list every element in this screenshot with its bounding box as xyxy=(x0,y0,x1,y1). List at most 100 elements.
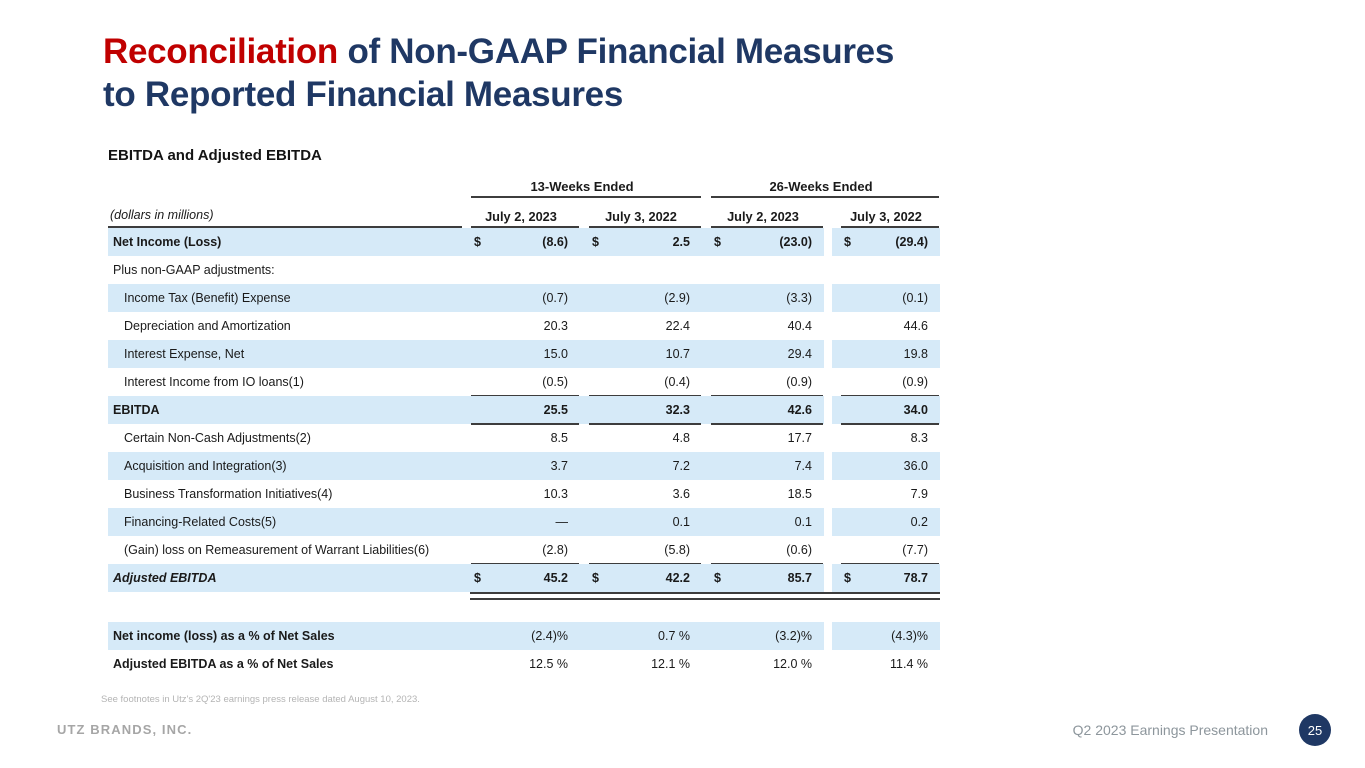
table-row: Adjusted EBITDA as a % of Net Sales 12.5… xyxy=(108,650,940,678)
row-label: Net Income (Loss) xyxy=(108,228,462,256)
row-value: (5.8) xyxy=(580,536,702,565)
row-value: (2.8) xyxy=(462,536,580,565)
footer-company: UTZ BRANDS, INC. xyxy=(57,722,193,737)
value-number: 12.0 % xyxy=(773,657,812,671)
value-number: 7.4 xyxy=(794,459,812,473)
value-number: 78.7 xyxy=(903,571,928,585)
row-value: 12.1 % xyxy=(580,650,702,678)
value-number: 15.0 xyxy=(543,347,568,361)
row-label: Certain Non-Cash Adjustments(2) xyxy=(124,431,311,445)
column-gap xyxy=(824,424,832,452)
value-number: (0.4) xyxy=(664,375,690,389)
table-row: Adjusted EBITDA $45.2 $42.2 $85.7 $78.7 xyxy=(108,564,940,600)
row-value: 7.2 xyxy=(580,452,702,480)
page-title: Reconciliation of Non-GAAP Financial Mea… xyxy=(103,30,1103,116)
value-number: 12.5 % xyxy=(529,657,568,671)
value-number: 12.1 % xyxy=(651,657,690,671)
value-number: 2.5 xyxy=(672,235,690,249)
row-value: 40.4 xyxy=(702,312,824,340)
title-highlight: Reconciliation xyxy=(103,32,339,71)
row-value: 7.4 xyxy=(702,452,824,480)
value-number: 0.7 % xyxy=(658,629,690,643)
value-number: (0.9) xyxy=(786,375,812,389)
row-value: (3.2)% xyxy=(702,622,824,650)
row-value: 10.3 xyxy=(462,480,580,508)
row-value: 17.7 xyxy=(702,424,824,452)
value-number: 11.4 % xyxy=(890,657,928,671)
value-number: 85.7 xyxy=(787,571,812,585)
row-value: (0.6) xyxy=(702,536,824,565)
row-value: 8.5 xyxy=(462,424,580,452)
column-gap xyxy=(824,480,832,508)
row-value: (7.7) xyxy=(832,536,940,565)
dollar-sign: $ xyxy=(714,571,721,585)
footnote: See footnotes in Utz's 2Q'23 earnings pr… xyxy=(101,694,420,705)
column-gap xyxy=(824,284,832,312)
row-label: Acquisition and Integration(3) xyxy=(108,452,462,480)
column-gap xyxy=(824,396,832,424)
dollar-sign: $ xyxy=(714,235,721,249)
value-number: 40.4 xyxy=(787,319,812,333)
row-value: 20.3 xyxy=(462,312,580,340)
value-number: 34.0 xyxy=(903,403,928,417)
group-header-13-weeks: 13-Weeks Ended xyxy=(462,178,702,198)
row-label: EBITDA xyxy=(108,396,462,424)
row-value: 3.6 xyxy=(580,480,702,508)
value-number: (29.4) xyxy=(895,235,928,249)
group-header-26-weeks: 26-Weeks Ended xyxy=(702,178,940,198)
row-value: $ (8.6) xyxy=(462,228,580,256)
value-number: 10.7 xyxy=(665,347,690,361)
table-row: Certain Non-Cash Adjustments(2) 8.5 4.8 … xyxy=(108,424,940,452)
row-value: (0.5) xyxy=(462,368,580,397)
column-header-date: July 2, 2023 xyxy=(462,198,580,228)
value-number: 0.1 xyxy=(794,515,812,529)
row-value xyxy=(702,256,824,284)
row-value: 12.5 % xyxy=(462,650,580,678)
page-number-badge: 25 xyxy=(1299,714,1331,746)
row-value: 7.9 xyxy=(832,480,940,508)
column-gap xyxy=(824,340,832,368)
table-subtitle: EBITDA and Adjusted EBITDA xyxy=(108,147,322,164)
row-value: 36.0 xyxy=(832,452,940,480)
value-number: 36.0 xyxy=(903,459,928,473)
row-value: $ (23.0) xyxy=(702,228,824,256)
row-value: 29.4 xyxy=(702,340,824,368)
row-label: Business Transformation Initiatives(4) xyxy=(124,487,333,501)
column-gap xyxy=(824,508,832,536)
dollar-sign: $ xyxy=(844,571,851,585)
row-value: 10.7 xyxy=(580,340,702,368)
value-number: 18.5 xyxy=(787,487,812,501)
value-number: 0.2 xyxy=(910,515,928,529)
value-number: 32.3 xyxy=(665,403,690,417)
table-row: EBITDA 25.5 32.3 42.6 34.0 xyxy=(108,396,940,425)
row-value: 0.1 xyxy=(580,508,702,536)
value-number: — xyxy=(555,515,569,529)
dollar-sign: $ xyxy=(474,235,481,249)
column-gap xyxy=(824,452,832,480)
row-label: Adjusted EBITDA as a % of Net Sales xyxy=(113,657,334,671)
dollar-sign: $ xyxy=(844,235,851,249)
row-value: 4.8 xyxy=(580,424,702,452)
table-row: Financing-Related Costs(5) — 0.1 0.1 0.2 xyxy=(108,508,940,536)
value-number: 3.6 xyxy=(672,487,690,501)
row-value: $85.7 xyxy=(702,564,824,592)
row-value: $ (29.4) xyxy=(832,228,940,256)
value-number: 19.8 xyxy=(903,347,928,361)
row-value xyxy=(580,256,702,284)
value-number: 45.2 xyxy=(543,571,568,585)
column-header-date: July 2, 2023 xyxy=(702,198,824,228)
value-number: (8.6) xyxy=(542,235,568,249)
row-value: (2.9) xyxy=(580,284,702,312)
row-value xyxy=(462,256,580,284)
dollar-sign: $ xyxy=(474,571,481,585)
value-number: (2.8) xyxy=(542,543,568,557)
row-label: Interest Expense, Net xyxy=(108,340,462,368)
column-gap xyxy=(824,368,832,396)
row-value: $42.2 xyxy=(580,564,702,592)
row-value: 15.0 xyxy=(462,340,580,368)
column-gap xyxy=(824,564,832,592)
value-number: 7.9 xyxy=(910,487,928,501)
column-gap xyxy=(824,536,832,564)
value-number: 20.3 xyxy=(543,319,568,333)
